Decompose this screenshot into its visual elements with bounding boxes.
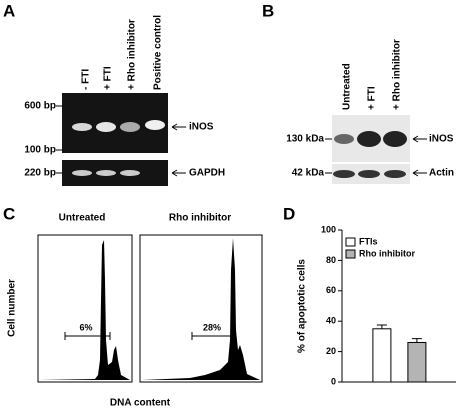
band bbox=[384, 170, 406, 178]
band bbox=[96, 170, 116, 176]
y-tick-label: 80 bbox=[326, 255, 336, 265]
marker-label: 130 kDa bbox=[286, 134, 324, 145]
legend-swatch bbox=[345, 249, 356, 259]
panel-letter: C bbox=[3, 204, 15, 223]
bar bbox=[407, 341, 427, 383]
band-label: iNOS bbox=[429, 134, 454, 145]
histogram bbox=[142, 238, 260, 380]
band bbox=[357, 131, 381, 147]
band bbox=[333, 170, 355, 178]
lane-label: + FTI bbox=[367, 86, 378, 110]
panel-letter: A bbox=[3, 1, 15, 20]
lane-label: + FTI bbox=[103, 66, 114, 90]
histogram bbox=[40, 240, 130, 380]
gate bbox=[191, 332, 236, 340]
axis-title: DNA content bbox=[110, 398, 171, 409]
band bbox=[334, 134, 354, 144]
error-bar bbox=[376, 324, 387, 329]
y-tick-label: 20 bbox=[326, 346, 336, 356]
band-label: GAPDH bbox=[189, 168, 225, 179]
arrow bbox=[412, 135, 427, 143]
lane-label: Untreated bbox=[342, 63, 353, 110]
marker-label: 100 bp bbox=[24, 145, 56, 156]
bar-chart: % of apoptotic cells 0 20 40 60 80 100 FTIs Rho … bbox=[297, 224, 456, 386]
y-tick-label: 100 bbox=[321, 224, 336, 234]
plot-frame bbox=[37, 234, 133, 383]
y-tick-label: 60 bbox=[326, 285, 336, 295]
bar bbox=[372, 328, 392, 383]
band bbox=[72, 170, 92, 176]
band bbox=[145, 120, 165, 130]
y-tick-label: 40 bbox=[326, 316, 336, 326]
gate-label: 28% bbox=[203, 322, 221, 332]
plot-frame bbox=[139, 234, 263, 383]
error-bar bbox=[411, 338, 422, 343]
histogram-title: Rho inhibitor bbox=[169, 213, 231, 224]
band bbox=[120, 170, 140, 176]
histogram-title: Untreated bbox=[59, 213, 106, 224]
band bbox=[120, 122, 140, 132]
y-tick-label: 0 bbox=[331, 376, 336, 386]
band bbox=[358, 170, 380, 178]
arrow bbox=[412, 169, 427, 177]
marker-label: 42 kDa bbox=[292, 168, 325, 179]
lane-label: Positive control bbox=[153, 15, 164, 90]
band-label: iNOS bbox=[189, 122, 214, 133]
lane-label: - FTI bbox=[81, 69, 92, 90]
legend-label: FTIs bbox=[359, 236, 378, 246]
band-label: Actin bbox=[429, 168, 454, 179]
marker-label: 600 bp bbox=[24, 101, 56, 112]
panel-letter: D bbox=[283, 204, 295, 223]
band bbox=[72, 123, 92, 131]
legend-swatch bbox=[345, 237, 356, 247]
gate-label: 6% bbox=[79, 322, 92, 332]
y-axis-title: % of apoptotic cells bbox=[297, 259, 308, 353]
panel-letter: B bbox=[262, 1, 274, 20]
lane-label: + Rho inhibitor bbox=[127, 19, 138, 90]
axis-title: Cell number bbox=[7, 279, 18, 337]
gate bbox=[64, 332, 111, 340]
legend-label: Rho inhibitor bbox=[359, 248, 415, 258]
marker-label: 220 bp bbox=[24, 168, 56, 179]
band bbox=[96, 122, 116, 132]
arrow bbox=[171, 169, 186, 177]
band bbox=[383, 131, 407, 147]
lane-label: + Rho inhibitor bbox=[392, 39, 403, 110]
arrow bbox=[171, 123, 186, 131]
